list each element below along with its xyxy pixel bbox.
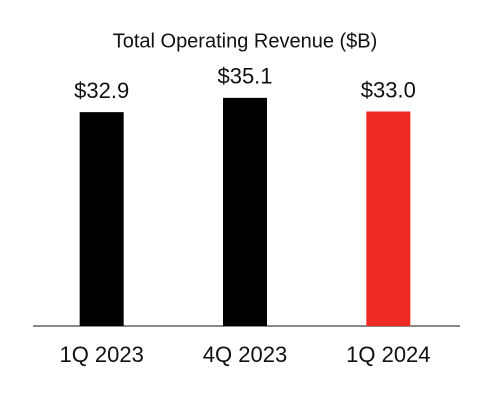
chart-title: Total Operating Revenue ($B) bbox=[113, 30, 378, 52]
value-label: $35.1 bbox=[217, 64, 272, 89]
bar bbox=[79, 112, 124, 327]
x-tick-label: 4Q 2023 bbox=[203, 342, 287, 367]
bar bbox=[223, 97, 267, 326]
x-tick-label: 1Q 2023 bbox=[59, 342, 143, 367]
value-label: $32.9 bbox=[74, 78, 129, 103]
x-tick-label: 1Q 2024 bbox=[346, 342, 430, 367]
bar bbox=[366, 111, 411, 326]
value-label: $33.0 bbox=[361, 77, 416, 102]
